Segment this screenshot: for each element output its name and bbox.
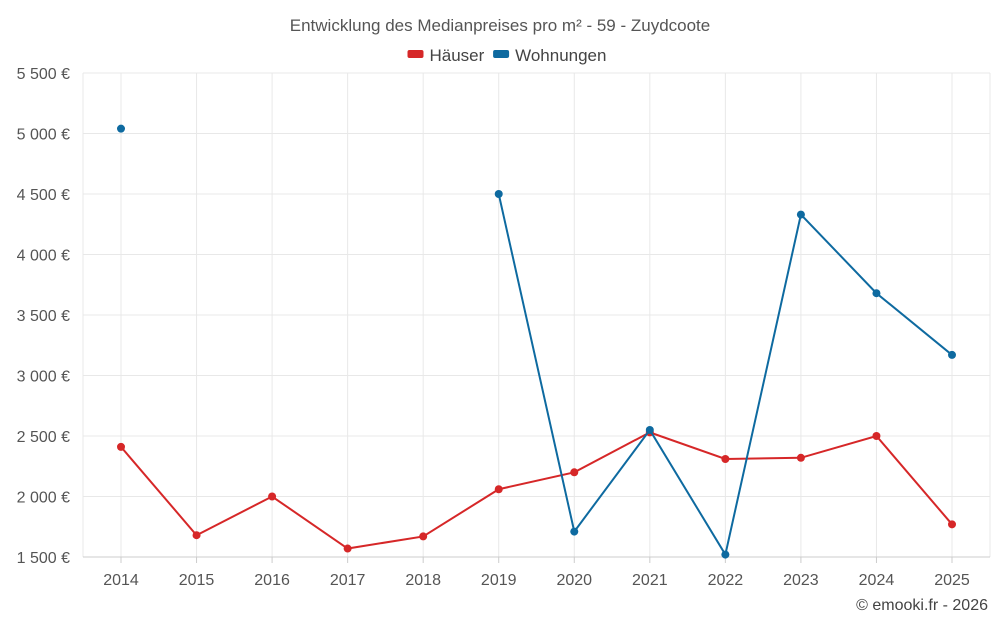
data-point-h-user[interactable] — [117, 442, 125, 451]
x-tick-label: 2024 — [859, 572, 895, 589]
x-tick-label: 2014 — [103, 572, 139, 589]
y-tick-label: 3 500 € — [17, 308, 70, 325]
x-tick-label: 2020 — [556, 572, 592, 589]
legend-label: Häuser — [430, 46, 485, 65]
x-tick-label: 2025 — [934, 572, 970, 589]
series-h-user — [117, 428, 956, 553]
grid — [82, 72, 991, 558]
data-point-wohnungen[interactable] — [796, 210, 805, 219]
data-point-h-user[interactable] — [570, 468, 579, 477]
y-tick-label: 2 500 € — [17, 429, 70, 446]
data-point-h-user[interactable] — [872, 432, 881, 440]
data-point-h-user[interactable] — [419, 532, 428, 541]
x-axis: 2014 2015 2016 2017 2018 2019 2020 2021 2022 2023… — [103, 557, 970, 589]
legend-item-wohnungen[interactable]: Wohnungen — [493, 46, 606, 65]
data-point-h-user[interactable] — [796, 453, 805, 462]
data-point-h-user[interactable] — [494, 485, 503, 494]
series-wohnungen — [117, 124, 956, 559]
data-point-h-user[interactable] — [192, 531, 201, 540]
chart-title: Entwicklung des Medianpreises pro m² - 5… — [290, 16, 710, 35]
x-tick-label: 2021 — [632, 572, 668, 589]
data-point-wohnungen[interactable] — [645, 425, 654, 434]
credit-text: © emooki.fr - 2026 — [856, 597, 988, 614]
data-point-wohnungen[interactable] — [948, 350, 956, 359]
legend-swatch — [493, 50, 510, 58]
data-point-wohnungen[interactable] — [872, 289, 881, 298]
x-tick-label: 2016 — [254, 572, 290, 589]
legend-item-h-user[interactable]: Häuser — [407, 46, 485, 65]
y-tick-label: 5 500 € — [17, 66, 70, 83]
data-point-wohnungen[interactable] — [570, 527, 579, 536]
legend-label: Wohnungen — [515, 46, 606, 65]
y-tick-label: 3 000 € — [17, 369, 70, 386]
data-point-h-user[interactable] — [948, 520, 956, 529]
y-tick-label: 2 000 € — [17, 490, 70, 507]
y-tick-label: 1 500 € — [17, 550, 70, 567]
y-axis: 1 500 € 2 000 € 2 500 € 3 000 € 3 500 € 4 000… — [17, 66, 70, 567]
data-point-h-user[interactable] — [343, 544, 352, 553]
x-tick-label: 2019 — [481, 572, 517, 589]
y-tick-label: 4 500 € — [17, 187, 70, 204]
data-point-wohnungen[interactable] — [721, 550, 730, 559]
y-tick-label: 5 000 € — [17, 127, 70, 144]
series-layer — [117, 124, 956, 559]
legend: Häuser Wohnungen — [407, 46, 606, 65]
legend-swatch — [407, 50, 424, 58]
series-line-h-user — [120, 431, 953, 550]
data-point-h-user[interactable] — [268, 492, 277, 501]
data-point-wohnungen[interactable] — [117, 124, 125, 133]
x-tick-label: 2017 — [330, 572, 366, 589]
data-point-wohnungen[interactable] — [494, 190, 503, 198]
data-point-h-user[interactable] — [721, 454, 730, 463]
x-tick-label: 2022 — [708, 572, 744, 589]
y-tick-label: 4 000 € — [17, 248, 70, 265]
x-tick-label: 2018 — [405, 572, 441, 589]
x-tick-label: 2023 — [783, 572, 819, 589]
x-tick-label: 2015 — [179, 572, 215, 589]
